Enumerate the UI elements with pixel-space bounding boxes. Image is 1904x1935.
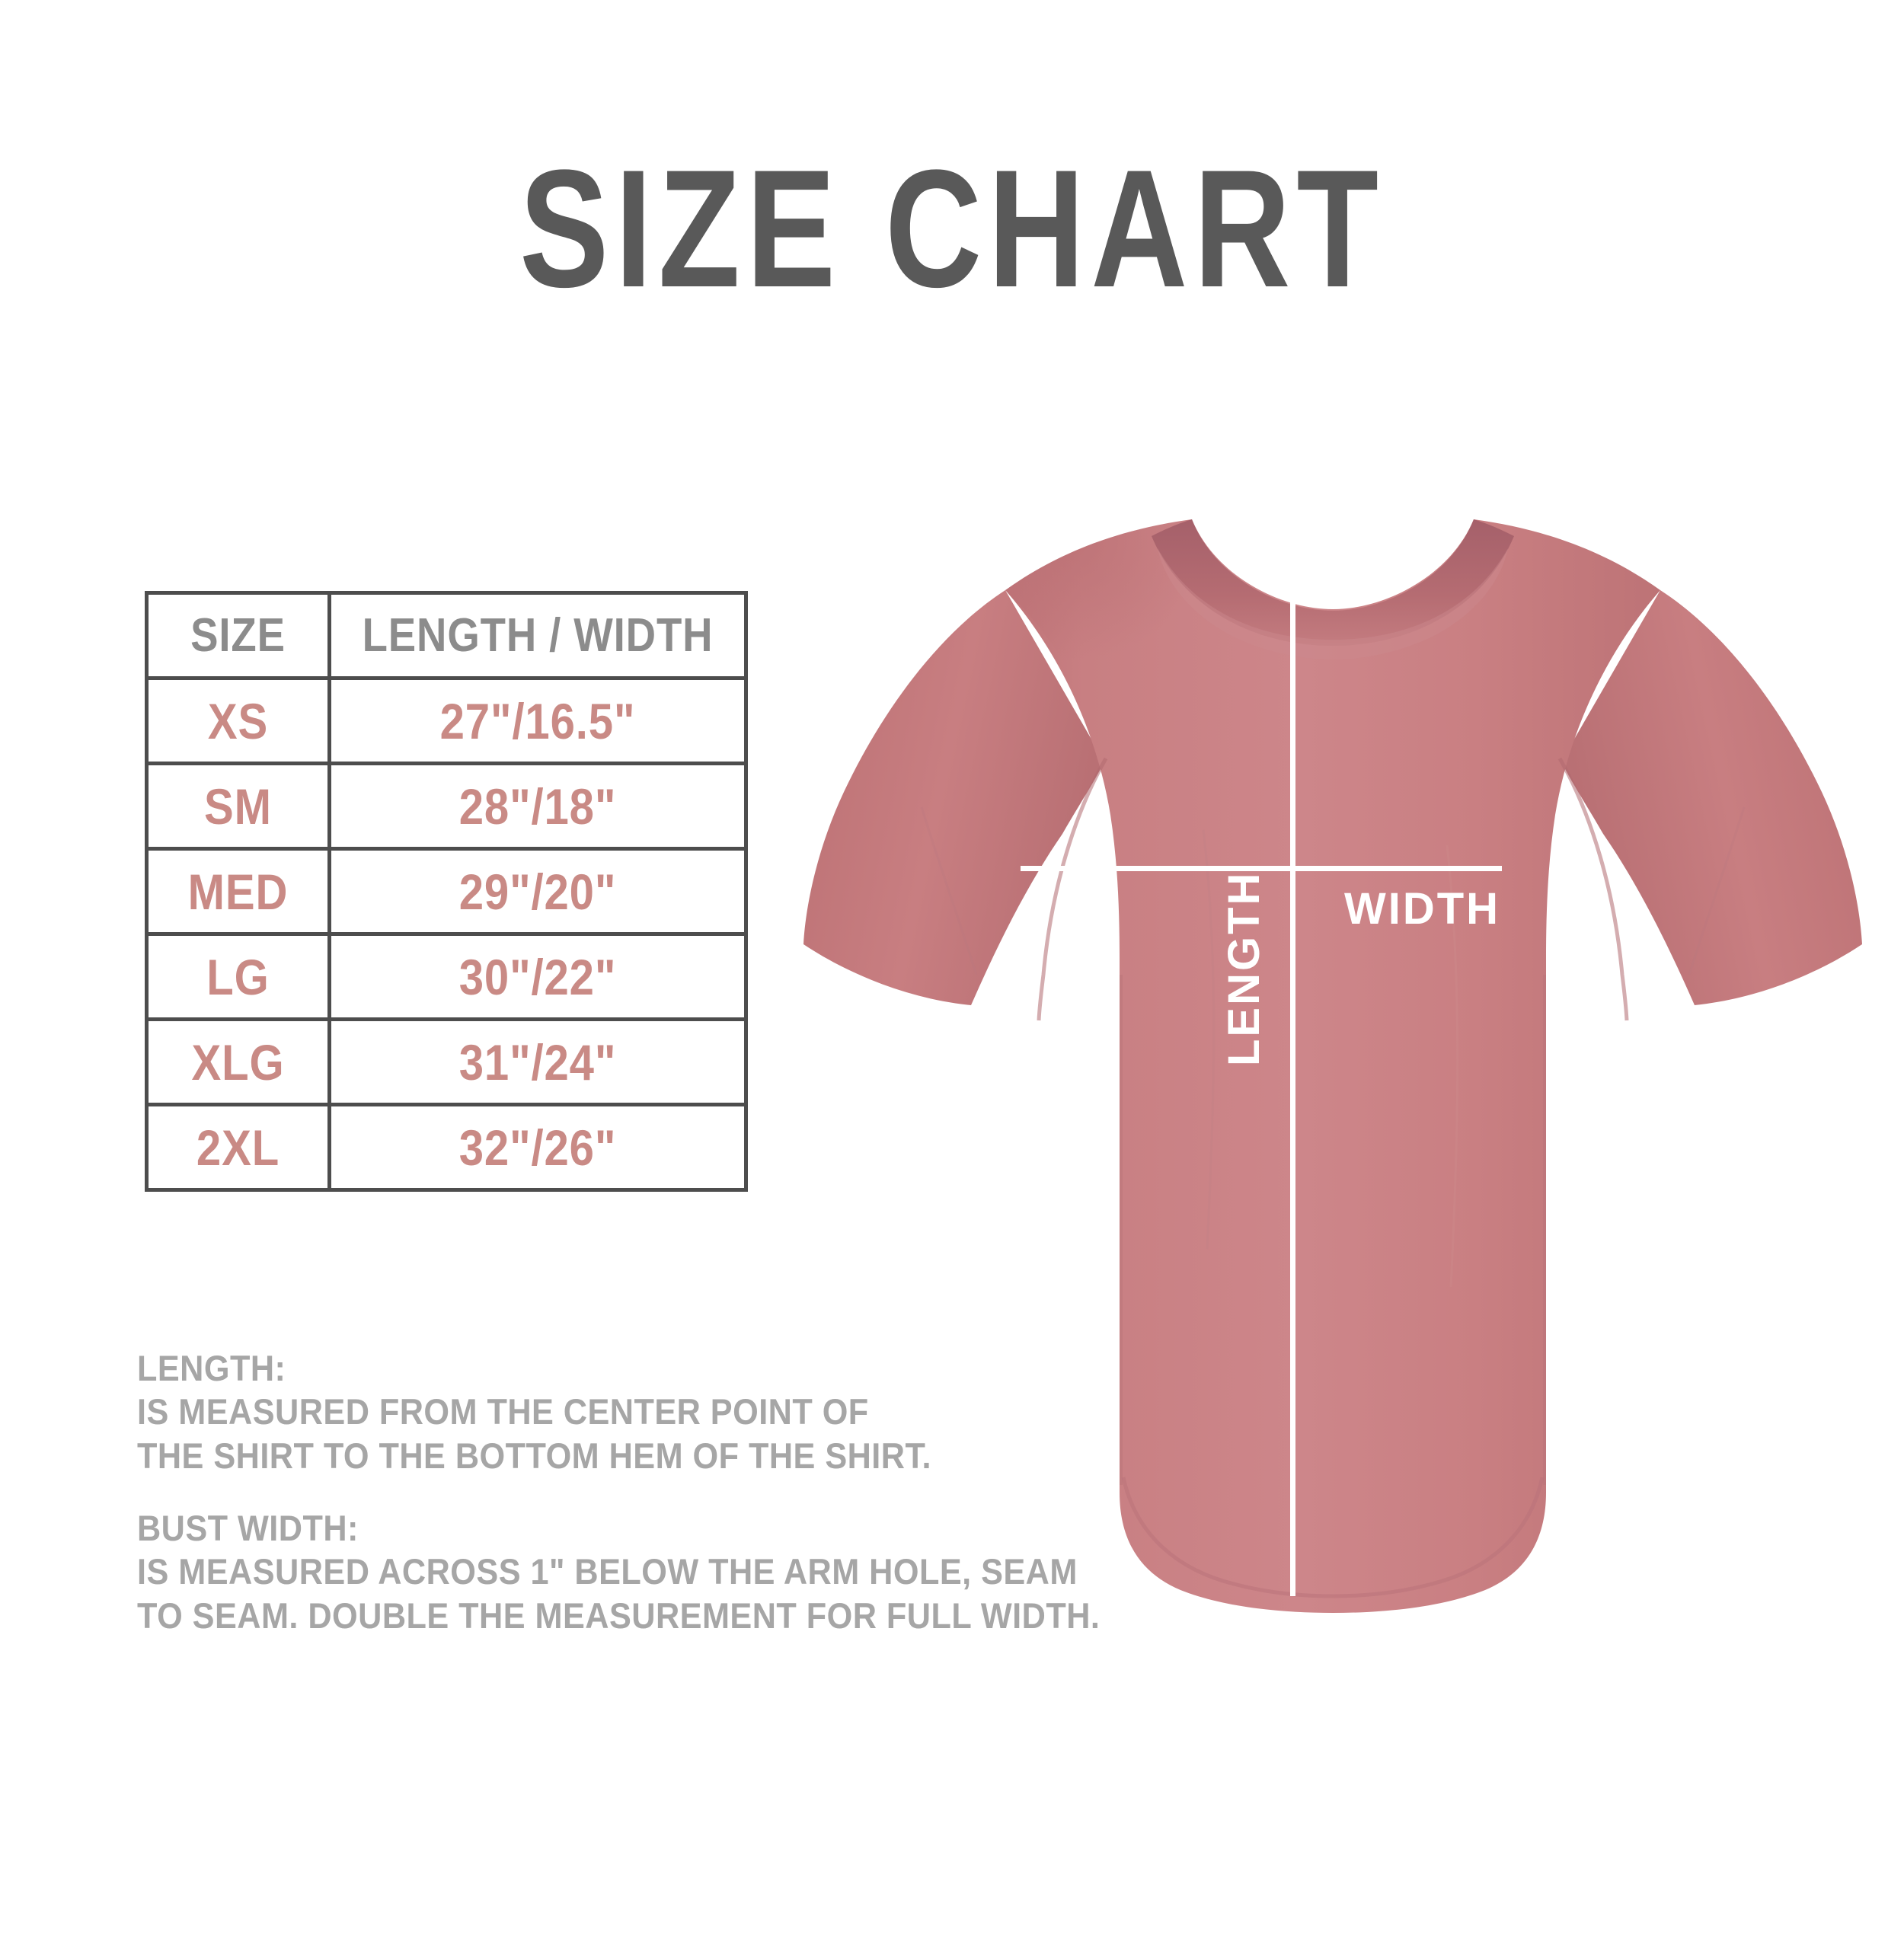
cell-measurement-med: 29"/20" xyxy=(327,847,748,936)
column-header-length-width-label: LENGTH / WIDTH xyxy=(362,608,714,662)
page-title: SIZE CHART xyxy=(519,135,1385,322)
table-row: MED 29"/20" xyxy=(145,847,748,936)
measurement-value: 28"/18" xyxy=(458,778,617,835)
column-header-size-label: SIZE xyxy=(190,608,286,662)
cell-measurement-sm: 28"/18" xyxy=(327,762,748,851)
table-row: XS 27"/16.5" xyxy=(145,676,748,765)
length-label: LENGTH xyxy=(1219,870,1269,1066)
cell-size-xlg: XLG xyxy=(145,1017,331,1106)
tshirt-svg xyxy=(803,519,1862,1613)
measurement-value: 32"/26" xyxy=(458,1119,617,1176)
tshirt-right-sleeve xyxy=(1561,590,1862,1005)
note-length-line-2: THE SHIRT TO THE BOTTOM HEM OF THE SHIRT… xyxy=(137,1435,932,1476)
tshirt-left-sleeve xyxy=(803,590,1104,1005)
size-value: LG xyxy=(206,948,270,1005)
tshirt-left-armhole-seam xyxy=(1037,757,1108,1021)
note-bust-width: BUST WIDTH: IS MEASURED ACROSS 1" BELOW … xyxy=(137,1506,1100,1637)
note-length-heading: LENGTH: xyxy=(137,1348,286,1388)
cell-size-med: MED xyxy=(145,847,331,936)
tshirt-illustration xyxy=(777,487,1889,1630)
tshirt-right-armhole-seam xyxy=(1557,757,1629,1021)
width-measure-line xyxy=(1021,866,1502,871)
length-measure-line xyxy=(1290,599,1295,1596)
note-length-line-1: IS MEASURED FROM THE CENTER POINT OF xyxy=(137,1391,869,1432)
note-length: LENGTH: IS MEASURED FROM THE CENTER POIN… xyxy=(137,1346,960,1477)
measurement-value: 27"/16.5" xyxy=(439,692,636,749)
size-value: 2XL xyxy=(196,1119,280,1176)
note-bust-width-heading: BUST WIDTH: xyxy=(137,1507,359,1548)
tshirt-body xyxy=(1005,519,1660,1613)
table-row: SM 28"/18" xyxy=(145,762,748,851)
tshirt-fold-2 xyxy=(1446,845,1459,1288)
table-row: 2XL 32"/26" xyxy=(145,1103,748,1192)
cell-measurement-xlg: 31"/24" xyxy=(327,1017,748,1106)
tshirt-collar-highlight xyxy=(1158,548,1508,659)
cell-measurement-lg: 30"/22" xyxy=(327,932,748,1021)
table-row: LG 30"/22" xyxy=(145,932,748,1021)
cell-size-2xl: 2XL xyxy=(145,1103,331,1192)
table-header-row: SIZE LENGTH / WIDTH xyxy=(145,591,748,680)
size-table: SIZE LENGTH / WIDTH XS 27"/16.5" SM 28"/… xyxy=(145,591,748,1192)
size-value: SM xyxy=(204,778,272,835)
measurement-value: 29"/20" xyxy=(458,863,617,920)
measurement-notes: LENGTH: IS MEASURED FROM THE CENTER POIN… xyxy=(137,1346,1100,1637)
tshirt-collar xyxy=(1152,519,1514,646)
measurement-value: 31"/24" xyxy=(458,1033,617,1090)
tshirt-fold-4 xyxy=(1688,806,1746,975)
size-value: XLG xyxy=(191,1033,285,1090)
tshirt-hem xyxy=(1121,1477,1545,1598)
cell-measurement-2xl: 32"/26" xyxy=(327,1103,748,1192)
cell-size-sm: SM xyxy=(145,762,331,851)
cell-measurement-xs: 27"/16.5" xyxy=(327,676,748,765)
column-header-size: SIZE xyxy=(145,591,331,680)
table-row: XLG 31"/24" xyxy=(145,1017,748,1106)
tshirt-fold-1 xyxy=(1202,829,1216,1250)
measurement-value: 30"/22" xyxy=(458,948,617,1005)
cell-size-xs: XS xyxy=(145,676,331,765)
column-header-length-width: LENGTH / WIDTH xyxy=(327,591,748,680)
size-value: MED xyxy=(187,863,289,920)
cell-size-lg: LG xyxy=(145,932,331,1021)
size-value: XS xyxy=(207,692,269,749)
tshirt-fold-3 xyxy=(920,806,978,975)
width-label: WIDTH xyxy=(1344,884,1501,934)
